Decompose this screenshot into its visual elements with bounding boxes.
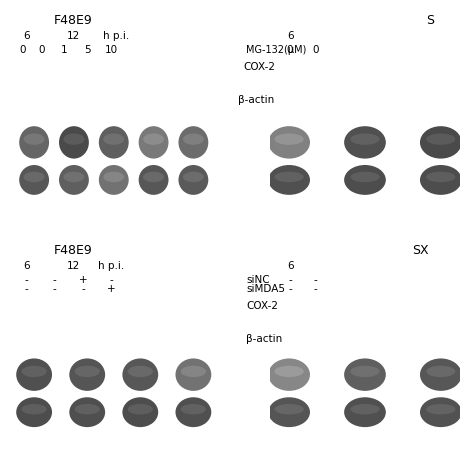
Text: 6: 6 (23, 31, 29, 41)
Ellipse shape (344, 397, 386, 427)
Ellipse shape (268, 358, 310, 391)
Text: +: + (107, 284, 115, 294)
Ellipse shape (64, 134, 84, 145)
Ellipse shape (178, 126, 208, 159)
Ellipse shape (183, 134, 204, 145)
Ellipse shape (420, 397, 462, 427)
Ellipse shape (122, 358, 158, 391)
Text: F48E9: F48E9 (54, 244, 93, 257)
Ellipse shape (274, 134, 304, 145)
Text: MG-132(μM): MG-132(μM) (246, 45, 307, 55)
Text: h p.i.: h p.i. (103, 31, 129, 41)
Ellipse shape (16, 397, 52, 427)
Ellipse shape (69, 397, 105, 427)
Ellipse shape (64, 172, 84, 182)
Ellipse shape (143, 134, 164, 145)
Text: 0: 0 (19, 45, 26, 55)
Ellipse shape (128, 404, 153, 414)
Ellipse shape (59, 126, 89, 159)
Text: 6: 6 (287, 261, 293, 271)
Ellipse shape (426, 366, 456, 377)
Text: -: - (109, 275, 113, 285)
Text: -: - (53, 284, 56, 294)
Text: +: + (79, 275, 87, 285)
Text: -: - (24, 275, 28, 285)
Ellipse shape (24, 134, 45, 145)
Ellipse shape (22, 366, 46, 377)
Ellipse shape (274, 172, 304, 182)
Text: -: - (24, 284, 28, 294)
Ellipse shape (274, 404, 304, 414)
Ellipse shape (268, 397, 310, 427)
Ellipse shape (24, 172, 45, 182)
Ellipse shape (183, 172, 204, 182)
Ellipse shape (420, 126, 462, 159)
Text: siNC: siNC (246, 275, 270, 285)
Text: 6: 6 (23, 261, 29, 271)
Ellipse shape (181, 366, 206, 377)
Ellipse shape (103, 172, 124, 182)
Text: 12: 12 (67, 261, 80, 271)
Text: 0: 0 (287, 45, 293, 55)
Ellipse shape (344, 126, 386, 159)
Ellipse shape (122, 397, 158, 427)
Text: -: - (81, 284, 85, 294)
Ellipse shape (350, 366, 380, 377)
Text: S: S (427, 14, 435, 27)
Text: β-actin: β-actin (246, 334, 283, 344)
Ellipse shape (181, 404, 206, 414)
Ellipse shape (143, 172, 164, 182)
Ellipse shape (268, 126, 310, 159)
Text: -: - (53, 275, 56, 285)
Text: COX-2: COX-2 (244, 62, 276, 72)
Text: -: - (288, 284, 292, 294)
Ellipse shape (75, 404, 100, 414)
Text: 10: 10 (104, 45, 118, 55)
Text: COX-2: COX-2 (246, 301, 279, 311)
Ellipse shape (426, 404, 456, 414)
Text: -: - (288, 275, 292, 285)
Ellipse shape (22, 404, 46, 414)
Text: 0: 0 (38, 45, 45, 55)
Ellipse shape (138, 126, 169, 159)
Text: 12: 12 (67, 31, 80, 41)
Text: h p.i.: h p.i. (98, 261, 124, 271)
Ellipse shape (99, 126, 128, 159)
Ellipse shape (420, 165, 462, 195)
Ellipse shape (19, 126, 49, 159)
Ellipse shape (59, 165, 89, 195)
Ellipse shape (99, 165, 128, 195)
Ellipse shape (69, 358, 105, 391)
Ellipse shape (274, 366, 304, 377)
Ellipse shape (138, 165, 169, 195)
Text: F48E9: F48E9 (54, 14, 93, 27)
Text: 5: 5 (84, 45, 91, 55)
Text: 6: 6 (287, 31, 293, 41)
Ellipse shape (19, 165, 49, 195)
Ellipse shape (426, 134, 456, 145)
Text: SX: SX (412, 244, 429, 257)
Ellipse shape (103, 134, 124, 145)
Ellipse shape (350, 404, 380, 414)
Ellipse shape (75, 366, 100, 377)
Ellipse shape (350, 134, 380, 145)
Text: 0: 0 (312, 45, 319, 55)
Ellipse shape (178, 165, 208, 195)
Ellipse shape (426, 172, 456, 182)
Text: -: - (313, 284, 317, 294)
Ellipse shape (344, 165, 386, 195)
Ellipse shape (175, 358, 211, 391)
Text: β-actin: β-actin (238, 95, 274, 105)
Ellipse shape (420, 358, 462, 391)
Ellipse shape (175, 397, 211, 427)
Text: 1: 1 (61, 45, 68, 55)
Ellipse shape (344, 358, 386, 391)
Text: -: - (313, 275, 317, 285)
Ellipse shape (350, 172, 380, 182)
Ellipse shape (16, 358, 52, 391)
Ellipse shape (128, 366, 153, 377)
Text: siMDA5: siMDA5 (246, 284, 285, 294)
Ellipse shape (268, 165, 310, 195)
